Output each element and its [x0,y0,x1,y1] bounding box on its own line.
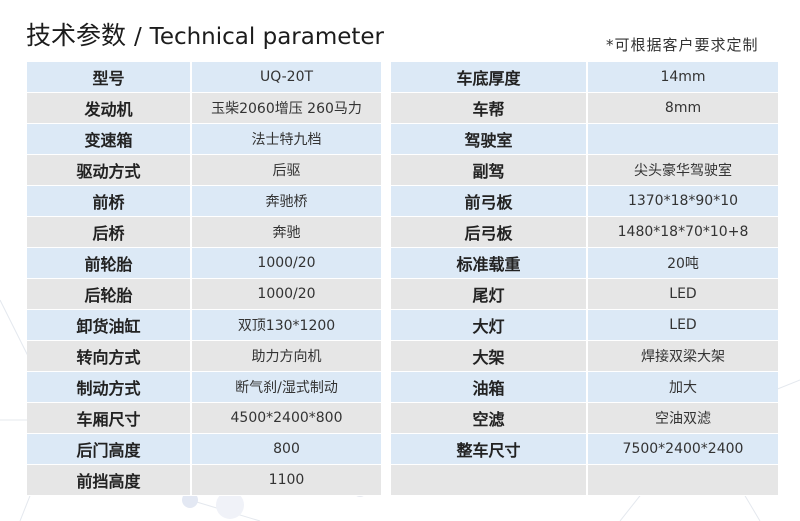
title-separator: / [133,24,142,50]
spec-value: UQ-20T [192,62,381,93]
spec-value: 焊接双梁大架 [588,341,778,372]
table-row: 前轮胎 1000/20 [27,248,381,279]
table-row: 油箱 加大 [391,372,778,403]
spec-label: 车厢尺寸 [27,403,192,434]
table-row: 型号 UQ-20T [27,62,381,93]
spec-label: 制动方式 [27,372,192,403]
spec-table-right: 车底厚度 14mm 车帮 8mm 驾驶室 副驾 尖头豪华驾驶室 前弓板 1370*18*90*1… [391,62,778,496]
spec-value: 20吨 [588,248,778,279]
spec-label: 油箱 [391,372,588,403]
table-row: 转向方式 助力方向机 [27,341,381,372]
spec-label: 前弓板 [391,186,588,217]
table-row: 驾驶室 [391,124,778,155]
table-row: 尾灯 LED [391,279,778,310]
spec-label: 标准载重 [391,248,588,279]
table-row: 车底厚度 14mm [391,62,778,93]
spec-label: 转向方式 [27,341,192,372]
title-cn: 技术参数 [26,21,127,50]
table-row: 前桥 奔驰桥 [27,186,381,217]
spec-value: 后驱 [192,155,381,186]
spec-label: 前轮胎 [27,248,192,279]
spec-label: 变速箱 [27,124,192,155]
spec-label: 前挡高度 [27,465,192,496]
spec-table-left: 型号 UQ-20T 发动机 玉柴2060增压 260马力 变速箱 法士特九档 驱动方式 后驱前… [27,62,381,496]
table-row: 车厢尺寸 4500*2400*800 [27,403,381,434]
table-row: 大灯 LED [391,310,778,341]
spec-value: 7500*2400*2400 [588,434,778,465]
spec-value: 助力方向机 [192,341,381,372]
table-row: 副驾 尖头豪华驾驶室 [391,155,778,186]
spec-value: 奔驰 [192,217,381,248]
spec-label: 驱动方式 [27,155,192,186]
table-row: 标准载重 20吨 [391,248,778,279]
spec-value: 1000/20 [192,248,381,279]
page-title: 技术参数 / Technical parameter [26,16,384,52]
spec-value: 法士特九档 [192,124,381,155]
spec-value [588,124,778,155]
spec-label: 型号 [27,62,192,93]
table-row: 发动机 玉柴2060增压 260马力 [27,93,381,124]
spec-value: 8mm [588,93,778,124]
spec-value: 1370*18*90*10 [588,186,778,217]
table-row: 前弓板 1370*18*90*10 [391,186,778,217]
title-en: Technical parameter [149,24,385,50]
spec-value: 双顶130*1200 [192,310,381,341]
table-row: 前挡高度 1100 [27,465,381,496]
spec-value: 加大 [588,372,778,403]
spec-label: 副驾 [391,155,588,186]
spec-label: 整车尺寸 [391,434,588,465]
spec-label: 车底厚度 [391,62,588,93]
table-row: 后门高度 800 [27,434,381,465]
table-row [391,465,778,496]
spec-value: 14mm [588,62,778,93]
table-row: 制动方式 断气刹/湿式制动 [27,372,381,403]
spec-value: LED [588,310,778,341]
spec-value [588,465,778,496]
spec-value: 1480*18*70*10+8 [588,217,778,248]
table-row: 后轮胎 1000/20 [27,279,381,310]
spec-label: 后桥 [27,217,192,248]
spec-label: 卸货油缸 [27,310,192,341]
spec-value: 断气刹/湿式制动 [192,372,381,403]
spec-value: 玉柴2060增压 260马力 [192,93,381,124]
spec-label: 后门高度 [27,434,192,465]
spec-label: 大架 [391,341,588,372]
spec-label: 发动机 [27,93,192,124]
spec-label: 车帮 [391,93,588,124]
spec-label: 后弓板 [391,217,588,248]
spec-value: 空油双滤 [588,403,778,434]
table-row: 驱动方式 后驱 [27,155,381,186]
spec-value: 4500*2400*800 [192,403,381,434]
table-row: 车帮 8mm [391,93,778,124]
spec-value: 1000/20 [192,279,381,310]
table-row: 卸货油缸 双顶130*1200 [27,310,381,341]
table-row: 变速箱 法士特九档 [27,124,381,155]
spec-value: LED [588,279,778,310]
spec-value: 奔驰桥 [192,186,381,217]
table-row: 后桥 奔驰 [27,217,381,248]
spec-label: 前桥 [27,186,192,217]
spec-label: 尾灯 [391,279,588,310]
spec-value: 尖头豪华驾驶室 [588,155,778,186]
spec-value: 1100 [192,465,381,496]
spec-label: 后轮胎 [27,279,192,310]
spec-label: 驾驶室 [391,124,588,155]
table-row: 整车尺寸 7500*2400*2400 [391,434,778,465]
spec-label [391,465,588,496]
table-row: 空滤 空油双滤 [391,403,778,434]
spec-label: 大灯 [391,310,588,341]
table-row: 后弓板 1480*18*70*10+8 [391,217,778,248]
customization-note: *可根据客户要求定制 [606,36,759,54]
table-row: 大架 焊接双梁大架 [391,341,778,372]
spec-label: 空滤 [391,403,588,434]
spec-value: 800 [192,434,381,465]
